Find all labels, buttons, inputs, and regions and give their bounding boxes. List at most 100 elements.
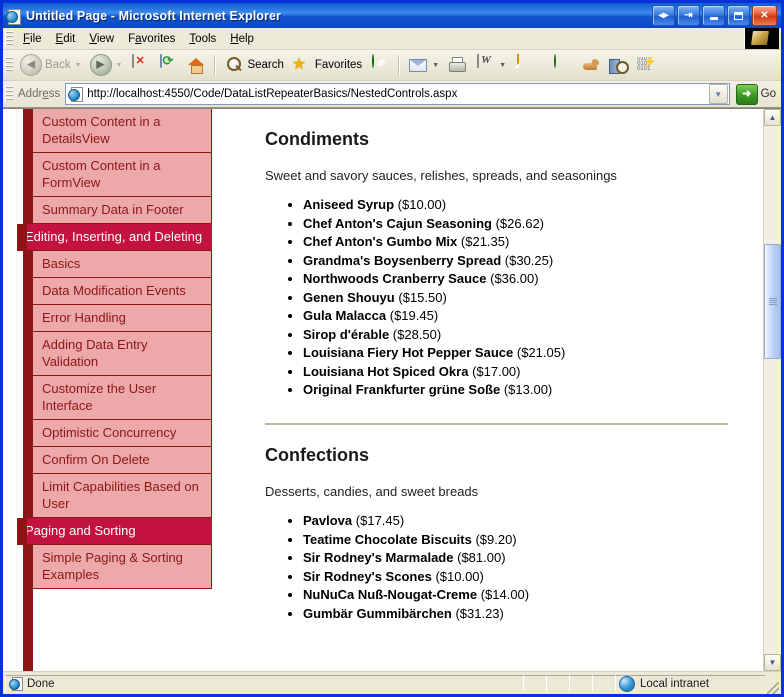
- menu-file[interactable]: File: [23, 32, 42, 45]
- menu-view-rest: iew: [96, 32, 115, 45]
- research-button[interactable]: [604, 53, 632, 78]
- globe-icon: [552, 54, 572, 75]
- menu-edit[interactable]: Edit: [55, 32, 76, 45]
- mail-button[interactable]: ▼: [404, 53, 443, 77]
- favorites-button[interactable]: ★ Favorites: [288, 53, 366, 77]
- product-name: Louisiana Fiery Hot Pepper Sauce: [303, 345, 514, 360]
- vertical-scrollbar[interactable]: ▲ ▼: [763, 109, 781, 671]
- edit-dropdown-icon[interactable]: ▼: [499, 61, 507, 69]
- menu-tools[interactable]: Tools: [189, 32, 217, 45]
- home-icon: [186, 55, 206, 75]
- back-icon: ◀: [20, 54, 42, 76]
- product-price: ($10.00): [397, 197, 447, 212]
- window-title: Untitled Page - Microsoft Internet Explo…: [26, 8, 282, 23]
- print-button[interactable]: [443, 53, 471, 77]
- product-list-item: Pavlova ($17.45): [303, 513, 753, 528]
- exit-group-button[interactable]: ⇥: [677, 5, 700, 26]
- group-nav-button[interactable]: ◂▸: [652, 5, 675, 26]
- nav-item-9[interactable]: Optimistic Concurrency: [33, 420, 212, 447]
- nav-item-5[interactable]: Data Modification Events: [33, 278, 212, 305]
- go-button[interactable]: ➜ Go: [730, 83, 779, 105]
- address-input[interactable]: http://localhost:4550/Code/DataListRepea…: [65, 83, 730, 105]
- status-panel-4: [592, 674, 615, 692]
- maximize-button[interactable]: [727, 5, 750, 26]
- nav-item-2[interactable]: Summary Data in Footer: [33, 197, 212, 224]
- back-button[interactable]: ◀ Back ▼: [16, 52, 86, 78]
- mail-dropdown-icon[interactable]: ▼: [432, 61, 440, 69]
- scroll-up-button[interactable]: ▲: [764, 109, 781, 126]
- product-list: Aniseed Syrup ($10.00) Chef Anton's Cajun…: [265, 197, 753, 397]
- product-list-item: Louisiana Hot Spiced Okra ($17.00): [303, 364, 753, 379]
- go-label: Go: [760, 88, 776, 100]
- product-price: ($81.00): [457, 550, 506, 565]
- mail-icon: [408, 55, 428, 75]
- media-icon: [370, 54, 390, 75]
- product-list-item: Original Frankfurter grüne Soße ($13.00): [303, 382, 753, 397]
- nav-item-1[interactable]: Custom Content in a FormView: [33, 153, 212, 197]
- product-price: ($31.23): [455, 605, 504, 621]
- product-name: Gula Malacca: [303, 308, 387, 323]
- menu-help[interactable]: Help: [230, 32, 254, 45]
- close-button[interactable]: ✕: [752, 5, 777, 26]
- edit-button[interactable]: ▼: [471, 53, 510, 77]
- fox-icon: [581, 58, 600, 72]
- scrollbar-thumb[interactable]: [764, 244, 781, 359]
- product-price: ($28.50): [392, 326, 442, 342]
- nav-item-7[interactable]: Adding Data Entry Validation: [33, 332, 212, 376]
- product-price: ($21.35): [460, 234, 510, 249]
- product-price: ($19.45): [389, 308, 439, 323]
- globe-button[interactable]: [548, 53, 576, 77]
- address-gripper[interactable]: [5, 86, 13, 102]
- forward-dropdown-icon[interactable]: ▼: [115, 61, 123, 69]
- product-name: Chef Anton's Cajun Seasoning: [303, 215, 492, 231]
- refresh-button[interactable]: [154, 53, 182, 77]
- menu-view[interactable]: View: [89, 32, 115, 45]
- address-label: Address: [18, 88, 61, 100]
- menu-favorites[interactable]: Favorites: [128, 32, 176, 45]
- fox-button[interactable]: [576, 53, 604, 77]
- menu-gripper[interactable]: [5, 30, 13, 47]
- product-price: ($10.00): [435, 568, 484, 584]
- address-page-icon: [68, 86, 84, 102]
- nav-section-3[interactable]: Editing, Inserting, and Deleting: [17, 224, 212, 251]
- home-button[interactable]: [182, 53, 210, 77]
- search-button[interactable]: Search: [220, 53, 287, 77]
- status-bar: Done Local intranet: [3, 671, 781, 694]
- product-price: ($14.00): [480, 587, 530, 602]
- menu-file-rest: ile: [30, 32, 42, 45]
- nav-section-12[interactable]: Paging and Sorting: [17, 518, 212, 545]
- nav-item-11[interactable]: Limit Capabilities Based on User: [33, 474, 212, 518]
- scroll-down-button[interactable]: ▼: [764, 654, 781, 671]
- minimize-button[interactable]: [702, 5, 725, 26]
- forward-button[interactable]: ▶ ▼: [86, 52, 127, 78]
- toolbar-gripper[interactable]: [5, 57, 13, 73]
- nav-item-6[interactable]: Error Handling: [33, 305, 212, 332]
- ie-page-icon: [6, 8, 22, 25]
- category-description: Sweet and savory sauces, relishes, sprea…: [265, 168, 617, 183]
- stop-button[interactable]: [126, 53, 154, 77]
- code-button[interactable]: 0101 0101 0101: [632, 52, 660, 78]
- back-dropdown-icon[interactable]: ▼: [74, 61, 82, 69]
- nav-item-4[interactable]: Basics: [33, 251, 212, 278]
- nav-item-8[interactable]: Customize the User Interface: [33, 376, 212, 420]
- nav-item-0[interactable]: Custom Content in a DetailsView: [33, 109, 212, 153]
- favorites-label: Favorites: [314, 59, 363, 71]
- nav-item-13[interactable]: Simple Paging & Sorting Examples: [33, 545, 212, 589]
- menu-edit-rest: dit: [63, 32, 76, 45]
- address-dropdown-button[interactable]: ▼: [708, 84, 728, 104]
- product-list-item: Louisiana Fiery Hot Pepper Sauce ($21.05…: [303, 345, 753, 360]
- menu-help-rest: elp: [238, 32, 254, 45]
- title-bar: Untitled Page - Microsoft Internet Explo…: [3, 3, 781, 28]
- product-name: Original Frankfurter grüne Soße: [303, 382, 501, 397]
- research-icon: [609, 57, 630, 74]
- product-price: ($15.50): [398, 289, 447, 305]
- stop-icon: [130, 54, 150, 75]
- resize-grip[interactable]: [767, 682, 779, 694]
- product-name: Gumbär Gummibärchen: [303, 605, 452, 621]
- notes-button[interactable]: [510, 53, 538, 77]
- media-button[interactable]: [366, 53, 394, 77]
- window-controls: ◂▸ ⇥ ✕: [652, 5, 779, 26]
- menu-favorites-rest: vorites: [141, 32, 176, 45]
- nav-item-10[interactable]: Confirm On Delete: [33, 447, 212, 474]
